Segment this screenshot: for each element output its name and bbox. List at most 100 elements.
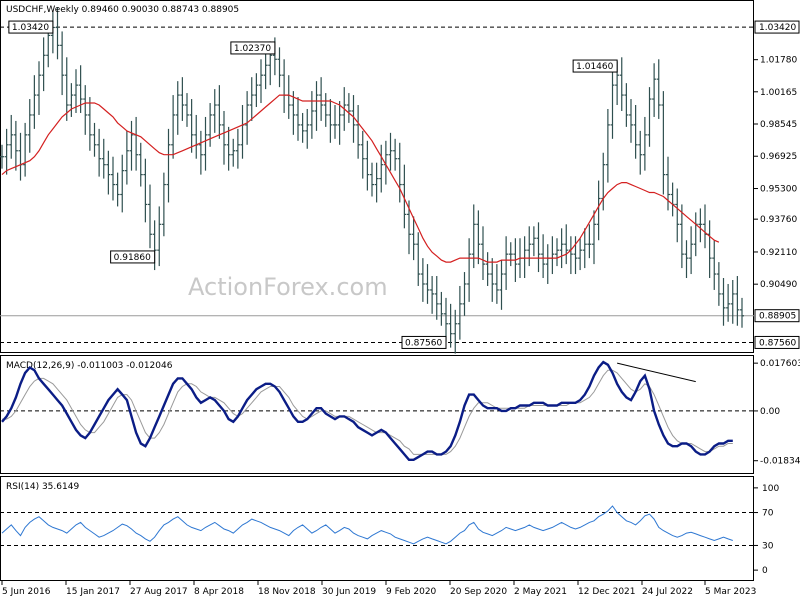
price-annotation-label: 1.01460 [576,62,613,72]
price-bar [462,272,467,316]
price-bars [0,7,744,354]
rsi-line [1,505,733,545]
price-bar [83,85,88,135]
price-bar [541,234,546,279]
price-bar [448,303,453,348]
price-bar [527,226,532,267]
price-annotation-label: 1.03420 [12,23,49,33]
price-bar [550,236,555,275]
price-bar [716,262,721,306]
rsi-axis-ticks: 100 70 30 0 [754,484,779,576]
price-annotation-box [110,250,156,264]
price-bar [610,65,615,139]
price-bar [735,276,740,326]
price-bar [698,208,703,243]
price-bar [397,142,402,203]
price-bar [494,264,499,304]
price-bar [300,112,305,143]
price-bar [32,75,37,129]
price-bar [684,240,689,279]
price-annotation-label: 0.91860 [114,253,151,263]
price-bar [198,130,203,175]
price-bar [578,238,583,271]
price-bar [134,116,139,171]
price-bar [60,31,65,96]
x-tick-label: 2 May 2021 [514,587,567,597]
price-bar [642,116,647,171]
price-bar [430,276,435,314]
macd-tick-label: -0.01834 [760,457,800,467]
price-bar [434,276,439,320]
price-bar [231,138,236,167]
price-bar [573,236,578,275]
price-bar [0,144,4,169]
price-bar [157,206,162,267]
price-bar [333,105,337,139]
price-bar [13,120,18,171]
price-bar [564,224,569,265]
price-bar [74,69,78,113]
rsi-grid [0,512,754,546]
price-bar [171,95,176,159]
price-bar [596,180,601,241]
chart-header: USDCHF,Weekly 0.89460 0.90030 0.88743 0.… [6,5,239,15]
price-bar [471,204,476,269]
price-bar [703,204,707,249]
price-bar [226,126,231,171]
rsi-tick-label: 0 [762,566,768,576]
macd-tick-label: 0.00 [760,407,780,417]
price-bar [296,97,300,141]
price-bar [305,108,310,149]
price-bar [291,91,296,135]
x-tick-label: 5 Mar 2023 [705,587,756,597]
price-bar [476,210,481,265]
price-bar [97,128,102,177]
macd-title: MACD(12,26,9) -0.011003 -0.012046 [6,361,173,371]
price-axis-badge [754,20,800,34]
price-bar [555,238,559,267]
price-bar [203,116,208,171]
price-annotation-label: 1.02370 [234,44,271,54]
price-bar [624,83,629,127]
price-bar [582,228,587,269]
price-panel-frame [0,0,754,353]
price-bar [92,122,97,157]
price-annotations: 1.03420 1.02370 0.91860 1.01460 0.87560 [8,20,618,349]
price-bar [457,285,462,340]
price-axis-badge [754,335,800,349]
macd-trendline [617,362,696,383]
price-bar [360,130,365,179]
price-bar [693,212,698,257]
price-bar [444,297,448,342]
x-tick-label: 30 Jun 2019 [322,587,376,597]
price-bar [323,93,328,127]
price-bar [508,242,513,267]
price-bar [346,93,351,123]
price-bar [37,61,41,115]
price-bar [485,252,490,286]
price-bar [531,226,536,257]
price-annotation-box [401,335,447,349]
price-bar [559,228,564,269]
price-annotation: 0.87560 [401,335,447,349]
price-axis-ticks: 1.01780 1.00165 0.98545 0.96925 0.95300 0.937… [754,20,800,349]
price-annotation: 1.02370 [230,41,276,55]
price-bar [111,156,115,201]
price-bar [18,132,23,181]
x-axis-ticks: 5 Jun 2016 15 Jan 2017 27 Aug 2017 8 Apr 20… [1,581,756,597]
price-bar [161,172,166,237]
price-bar [249,77,254,121]
x-tick-label: 24 Jul 2022 [642,587,693,597]
price-bar [656,59,661,119]
price-bar [254,73,259,108]
price-bar [212,89,217,133]
price-bar [27,99,32,153]
price-bar [647,87,652,147]
price-annotation: 1.03420 [8,20,54,34]
price-bar [587,224,592,259]
price-bar [87,97,92,151]
x-tick-label: 5 Jun 2016 [2,587,51,597]
price-bar [101,138,106,179]
price-bar [661,91,666,195]
price-bar [55,7,60,60]
